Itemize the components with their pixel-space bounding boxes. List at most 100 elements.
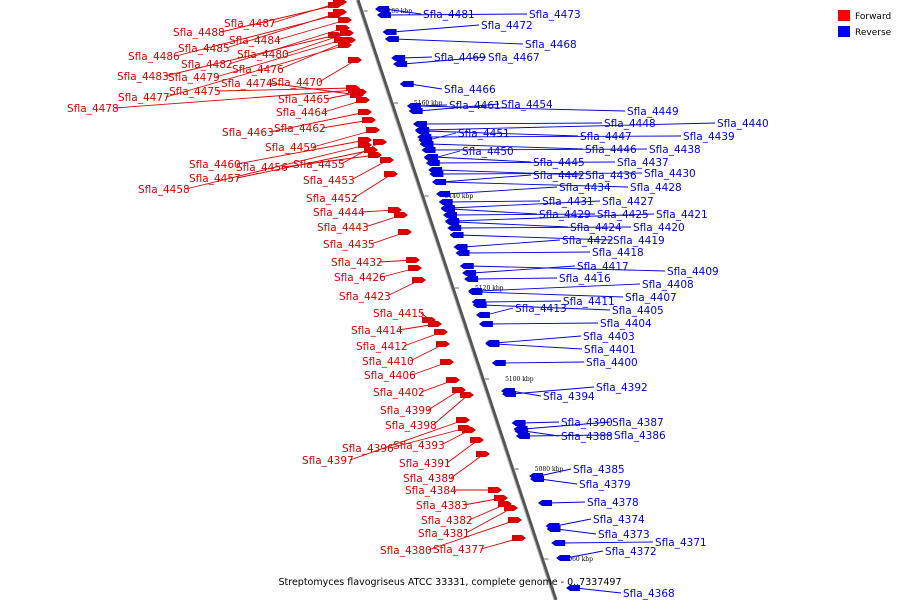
forward-gene-connector <box>349 419 465 461</box>
reverse-gene-connector <box>465 251 591 254</box>
forward-gene-arrow <box>440 359 454 365</box>
reverse-gene-connector <box>478 291 624 298</box>
reverse-gene-connector <box>384 8 422 15</box>
forward-gene-label: Sfla_4488 <box>173 27 225 39</box>
reverse-gene-connector <box>403 56 487 65</box>
reverse-gene-arrow <box>440 206 455 212</box>
forward-gene-label: Sfla_4389 <box>403 473 455 485</box>
reverse-gene-connector <box>482 304 611 311</box>
forward-gene-label: Sfla_4482 <box>181 59 233 71</box>
forward-gene-arrow <box>388 207 402 213</box>
forward-gene-label: Sfla_4462 <box>274 123 326 135</box>
forward-gene-connector <box>284 32 349 55</box>
reverse-gene-label: Sfla_4404 <box>600 318 652 330</box>
forward-gene-label: Sfla_4465 <box>278 94 330 106</box>
forward-gene-arrow <box>452 387 466 393</box>
reverse-gene-arrow <box>530 476 545 482</box>
reverse-gene-label: Sfla_4451 <box>458 128 510 140</box>
reverse-gene-arrow <box>468 289 483 295</box>
reverse-gene-connector <box>547 501 586 504</box>
reverse-gene-connector <box>431 148 648 151</box>
forward-gene-arrow <box>462 427 476 433</box>
legend-swatch-reverse <box>838 26 850 37</box>
reverse-gene-connector <box>488 322 599 325</box>
reverse-gene-connector <box>409 83 443 90</box>
forward-gene-arrow <box>436 341 450 347</box>
reverse-gene-label: Sfla_4405 <box>612 305 664 317</box>
reverse-gene-connector <box>433 156 532 163</box>
reverse-gene-label: Sfla_4390 <box>561 417 613 429</box>
reverse-gene-label: Sfla_4468 <box>525 39 577 51</box>
reverse-gene-arrow <box>425 160 440 166</box>
forward-gene-label: Sfla_4453 <box>303 175 355 187</box>
reverse-gene-arrow <box>408 108 423 114</box>
forward-gene-arrow <box>456 417 470 423</box>
forward-gene-connector <box>279 39 351 70</box>
forward-gene-label: Sfla_4423 <box>339 291 391 303</box>
reverse-gene-arrow <box>442 212 457 218</box>
reverse-gene-label: Sfla_4431 <box>542 196 594 208</box>
forward-gene-arrow <box>348 57 362 63</box>
reverse-gene-label: Sfla_4439 <box>683 131 735 143</box>
reverse-gene-connector <box>521 421 560 424</box>
forward-gene-connector <box>114 89 357 109</box>
forward-gene-label: Sfla_4384 <box>405 485 457 497</box>
reverse-gene-label: Sfla_4400 <box>586 357 638 369</box>
forward-gene-label: Sfla_4475 <box>169 86 221 98</box>
reverse-gene-label: Sfla_4447 <box>580 131 632 143</box>
forward-gene-arrow <box>508 517 522 523</box>
reverse-gene-connector <box>416 105 626 112</box>
reverse-gene-arrow <box>419 141 434 147</box>
reverse-gene-label: Sfla_4371 <box>655 537 707 549</box>
reverse-gene-connector <box>540 478 578 485</box>
reverse-gene-arrow <box>438 199 453 205</box>
reverse-gene-connector <box>472 265 576 274</box>
reverse-gene-arrow <box>429 171 444 177</box>
reverse-gene-label: Sfla_4421 <box>656 209 708 221</box>
forward-gene-label: Sfla_4383 <box>416 500 468 512</box>
forward-gene-label: Sfla_4399 <box>380 405 432 417</box>
forward-gene-arrow <box>406 257 420 263</box>
forward-gene-arrow <box>358 142 372 148</box>
forward-gene-connector <box>446 439 479 464</box>
forward-gene-label: Sfla_4382 <box>421 515 473 527</box>
forward-gene-arrow <box>488 487 502 493</box>
forward-gene-label: Sfla_4398 <box>385 420 437 432</box>
forward-gene-connector <box>318 59 357 83</box>
forward-gene-connector <box>228 27 345 65</box>
reverse-gene-arrow <box>491 360 506 366</box>
reverse-gene-label: Sfla_4408 <box>642 279 694 291</box>
axis-tick-label: 5140 kbp <box>445 193 474 200</box>
reverse-gene-connector <box>481 300 562 303</box>
forward-gene-arrow <box>333 9 347 15</box>
forward-gene-label: Sfla_4476 <box>232 64 284 76</box>
reverse-gene-connector <box>459 234 612 241</box>
reverse-gene-label: Sfla_4445 <box>533 157 585 169</box>
reverse-gene-arrow <box>432 179 447 185</box>
reverse-gene-label: Sfla_4407 <box>625 292 677 304</box>
forward-gene-arrow <box>368 152 382 158</box>
reverse-gene-label: Sfla_4368 <box>623 588 675 600</box>
reverse-gene-label: Sfla_4394 <box>543 391 595 403</box>
reverse-gene-arrow <box>453 244 468 250</box>
forward-gene-arrow <box>398 229 412 235</box>
forward-gene-label: Sfla_4487 <box>224 18 276 30</box>
reverse-gene-arrow <box>447 225 462 231</box>
reverse-gene-connector <box>495 335 582 344</box>
reverse-gene-connector <box>523 421 611 430</box>
reverse-gene-connector <box>454 213 655 222</box>
reverse-gene-arrow <box>537 500 552 506</box>
forward-gene-arrow <box>408 265 422 271</box>
reverse-gene-arrow <box>455 250 470 256</box>
reverse-gene-label: Sfla_4424 <box>570 222 622 234</box>
forward-gene-arrow <box>412 277 426 283</box>
reverse-gene-label: Sfla_4434 <box>559 182 611 194</box>
legend-label-forward: Forward <box>855 12 891 22</box>
reverse-gene-label: Sfla_4442 <box>533 170 585 182</box>
forward-gene-label: Sfla_4477 <box>118 92 170 104</box>
forward-gene-connector <box>427 389 461 411</box>
reverse-gene-label: Sfla_4422 <box>562 235 614 247</box>
reverse-gene-label: Sfla_4430 <box>644 168 696 180</box>
reverse-gene-arrow <box>415 128 430 134</box>
